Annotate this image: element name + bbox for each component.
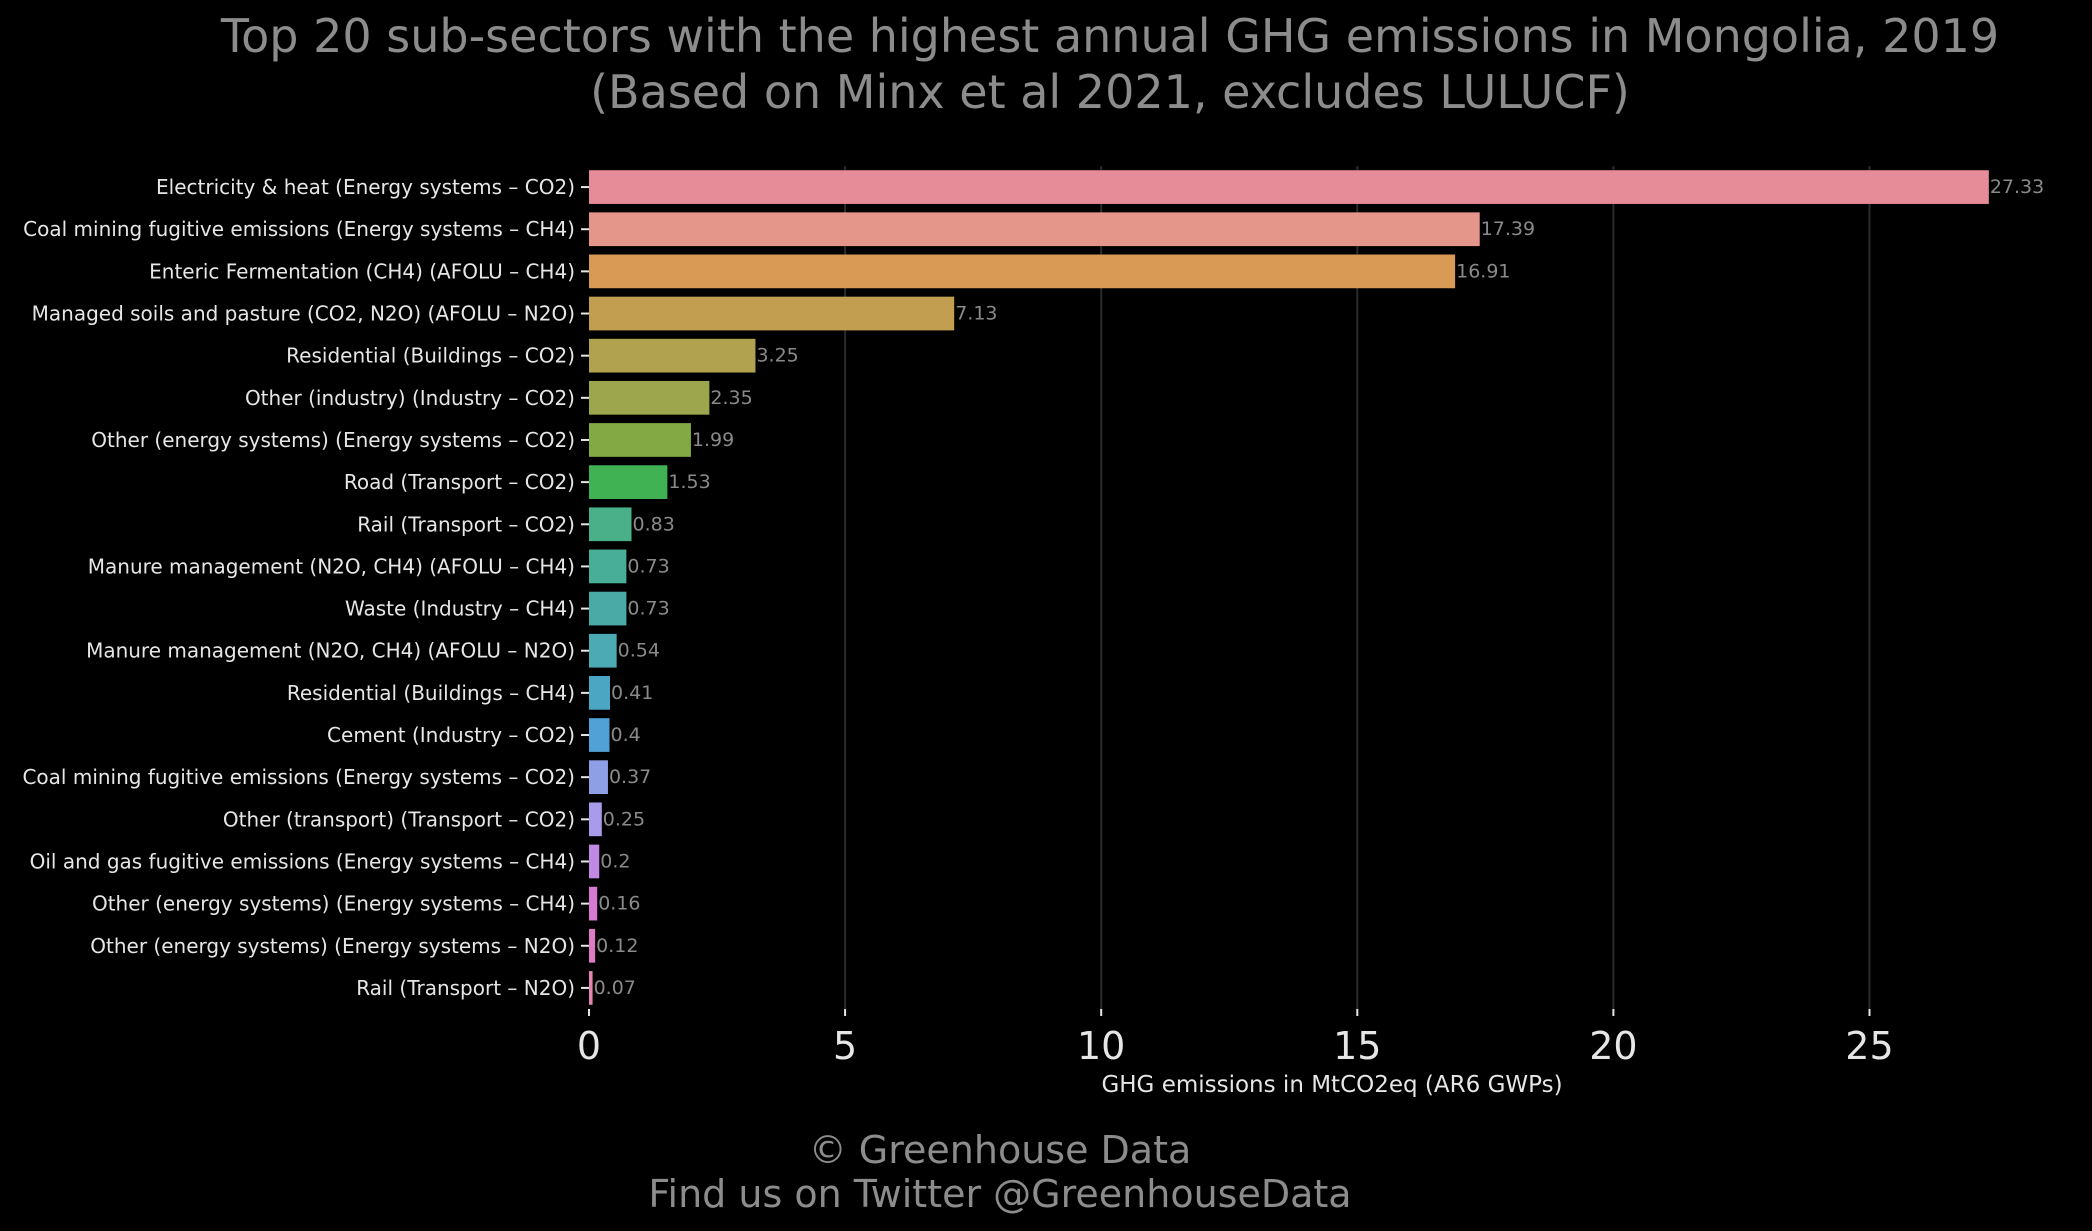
value-label-20: 0.07	[594, 977, 636, 999]
category-label-15: Coal mining fugitive emissions (Energy s…	[22, 765, 575, 789]
bar-20	[589, 971, 593, 1005]
x-axis-ticks: 0 5 10 15 20 25	[577, 1009, 1894, 1068]
bar-12	[589, 633, 617, 668]
bar-7	[589, 423, 691, 457]
value-label-12: 0.54	[618, 640, 660, 662]
category-label-20: Rail (Transport – N2O)	[356, 976, 575, 1000]
category-label-19: Other (energy systems) (Energy systems –…	[90, 934, 575, 958]
value-label-8: 1.53	[668, 471, 710, 493]
bar-13	[589, 676, 610, 710]
category-labels: Electricity & heat (Energy systems – CO2…	[22, 175, 589, 1000]
category-label-16: Other (transport) (Transport – CO2)	[223, 807, 575, 831]
value-label-6: 2.35	[710, 387, 752, 409]
bar-9	[589, 507, 632, 542]
grid-lines	[844, 166, 1871, 1009]
category-label-13: Residential (Buildings – CH4)	[287, 681, 575, 705]
value-label-19: 0.12	[596, 935, 638, 957]
value-labels: 27.33 17.39 16.91 7.13 3.252.35 1.99 1.53 0.83 0…	[594, 176, 2045, 999]
value-label-3: 16.91	[1456, 260, 1510, 282]
x-tick-label-10: 10	[1077, 1024, 1125, 1068]
value-label-2: 17.39	[1481, 218, 1535, 240]
category-label-6: Other (industry) (Industry – CO2)	[245, 386, 575, 410]
bar-1	[589, 170, 1989, 204]
bar-5	[589, 338, 756, 373]
category-label-4: Managed soils and pasture (CO2, N2O) (AF…	[32, 302, 575, 326]
value-label-18: 0.16	[598, 893, 640, 915]
x-tick-label-25: 25	[1845, 1024, 1893, 1068]
bar-15	[589, 760, 608, 795]
bar-17	[589, 844, 600, 879]
footer-copyright: © Greenhouse Data	[809, 1128, 1192, 1172]
bar-14	[589, 718, 610, 752]
bar-4	[589, 296, 955, 331]
footer-twitter: Find us on Twitter @GreenhouseData	[648, 1172, 1351, 1216]
category-label-10: Manure management (N2O, CH4) (AFOLU – CH…	[88, 554, 575, 578]
bar-11	[589, 591, 627, 626]
bar-6	[589, 380, 710, 415]
bar-2	[589, 212, 1480, 247]
bar-10	[589, 549, 627, 584]
bars	[589, 170, 1989, 1005]
category-label-11: Waste (Industry – CH4)	[345, 597, 575, 621]
value-label-16: 0.25	[603, 808, 645, 830]
x-tick-label-0: 0	[577, 1024, 601, 1068]
value-label-7: 1.99	[692, 429, 734, 451]
bar-18	[589, 886, 598, 921]
category-label-8: Road (Transport – CO2)	[344, 470, 575, 494]
value-label-5: 3.25	[756, 345, 798, 367]
category-label-3: Enteric Fermentation (CH4) (AFOLU – CH4)	[149, 259, 575, 283]
category-label-18: Other (energy systems) (Energy systems –…	[92, 892, 575, 916]
bar-16	[589, 802, 602, 837]
category-label-2: Coal mining fugitive emissions (Energy s…	[23, 217, 575, 241]
category-label-17: Oil and gas fugitive emissions (Energy s…	[30, 849, 575, 873]
chart-subtitle: (Based on Minx et al 2021, excludes LULU…	[590, 65, 1630, 119]
value-label-11: 0.73	[627, 598, 669, 620]
x-axis-title: GHG emissions in MtCO2eq (AR6 GWPs)	[1101, 1072, 1562, 1098]
category-label-5: Residential (Buildings – CO2)	[286, 344, 575, 368]
bar-19	[589, 928, 596, 963]
chart-title: Top 20 sub-sectors with the highest annu…	[220, 9, 1999, 63]
value-label-17: 0.2	[600, 850, 630, 872]
value-label-1: 27.33	[1990, 176, 2044, 198]
category-label-14: Cement (Industry – CO2)	[327, 723, 575, 747]
category-label-9: Rail (Transport – CO2)	[357, 512, 575, 536]
value-label-14: 0.4	[610, 724, 640, 746]
value-label-9: 0.83	[633, 513, 675, 535]
x-tick-label-15: 15	[1333, 1024, 1381, 1068]
category-label-1: Electricity & heat (Energy systems – CO2…	[156, 175, 575, 199]
value-label-15: 0.37	[609, 766, 651, 788]
category-label-12: Manure management (N2O, CH4) (AFOLU – N2…	[86, 639, 575, 663]
bar-8	[589, 465, 668, 499]
category-label-7: Other (energy systems) (Energy systems –…	[91, 428, 575, 452]
value-label-13: 0.41	[611, 682, 653, 704]
value-label-10: 0.73	[627, 555, 669, 577]
x-tick-label-20: 20	[1589, 1024, 1637, 1068]
x-tick-label-5: 5	[833, 1024, 857, 1068]
bar-3	[589, 254, 1456, 289]
value-label-4: 7.13	[955, 303, 997, 325]
